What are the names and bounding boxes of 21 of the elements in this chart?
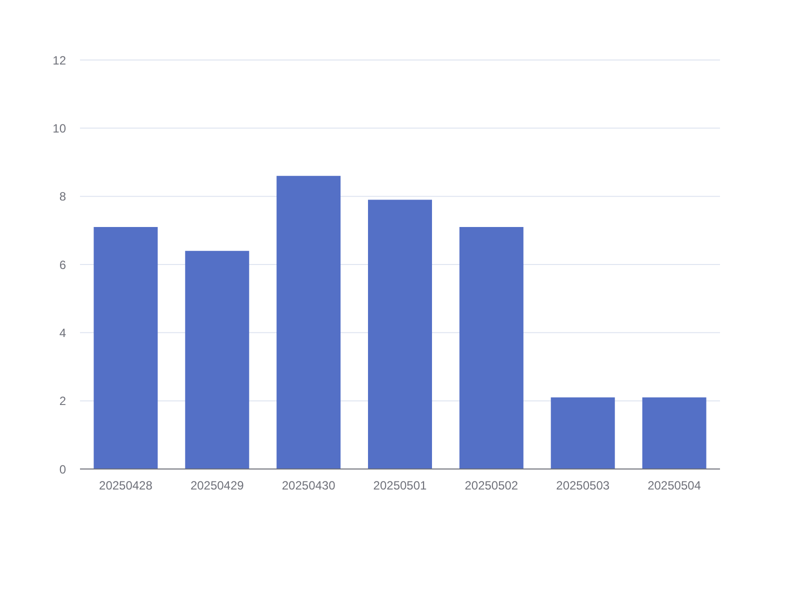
bar — [94, 227, 158, 469]
bar — [276, 176, 341, 469]
y-tick-label: 0 — [59, 462, 66, 476]
bar — [368, 200, 432, 469]
bar — [642, 397, 706, 469]
y-tick-label: 6 — [59, 258, 66, 272]
bar — [459, 227, 524, 469]
y-tick-label: 8 — [59, 190, 66, 204]
bar — [185, 250, 250, 469]
y-tick-label: 4 — [59, 326, 66, 340]
y-tick-label: 12 — [52, 53, 66, 68]
x-tick-label: 20250429 — [190, 478, 244, 493]
x-tick-label: 20250428 — [99, 478, 153, 493]
x-tick-label: 20250501 — [373, 478, 428, 493]
y-tick-label: 2 — [59, 394, 66, 408]
bar — [550, 397, 615, 469]
x-tick-label: 20250504 — [648, 478, 702, 493]
x-tick-label: 20250503 — [556, 478, 610, 493]
x-tick-label: 20250430 — [282, 478, 336, 493]
y-tick-label: 10 — [52, 121, 66, 136]
x-tick-label: 20250502 — [464, 478, 518, 493]
